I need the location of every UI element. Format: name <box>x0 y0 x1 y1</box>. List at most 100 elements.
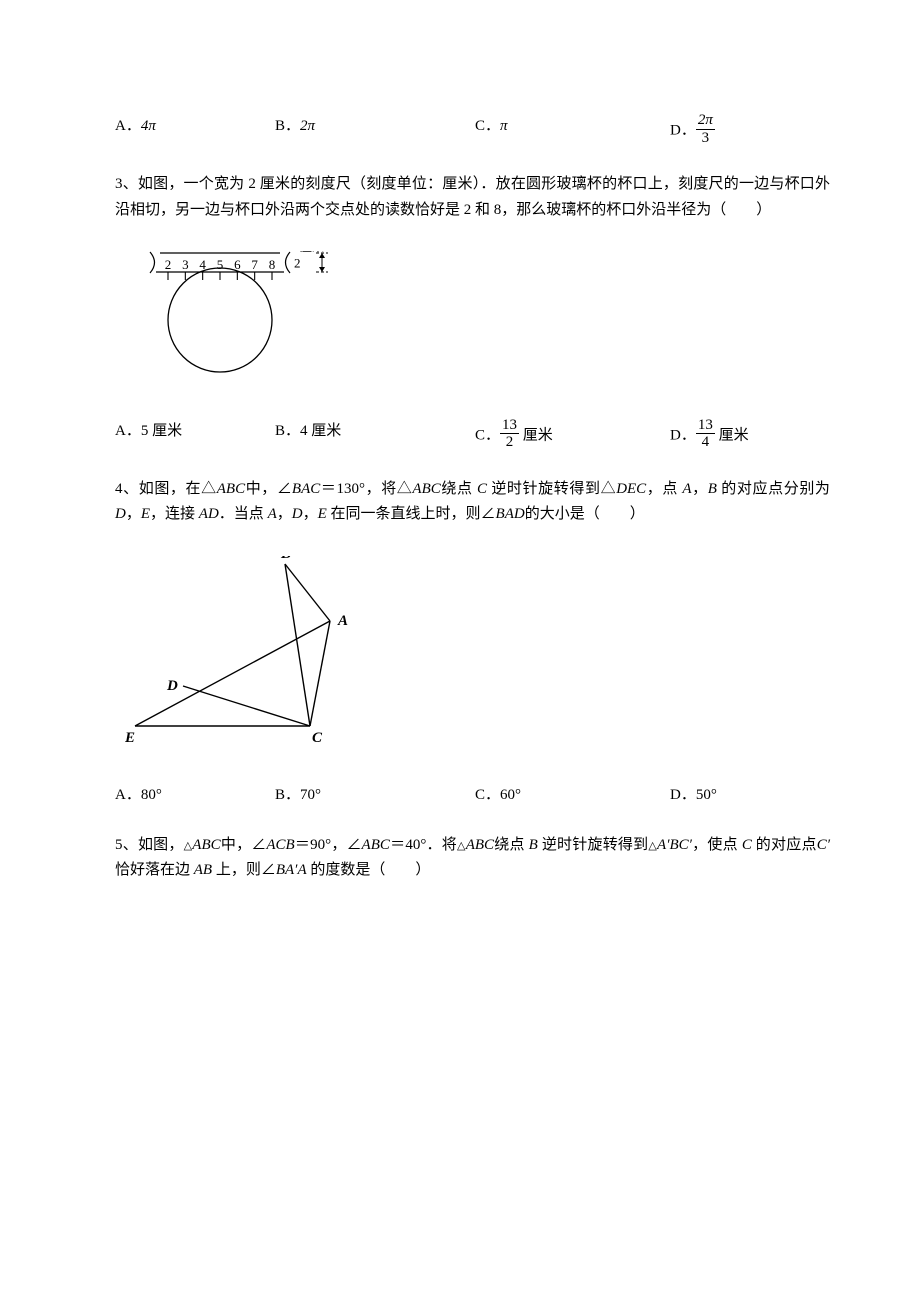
svg-text:5: 5 <box>217 257 224 272</box>
q4-diagram-svg: ECDAB <box>125 556 355 746</box>
label: D． <box>670 427 696 443</box>
q4-options: A．80° B．70° C．60° D．50° <box>115 783 830 809</box>
denominator: 2 <box>500 433 519 451</box>
t: 恰好落在边 <box>115 862 194 878</box>
e: E <box>318 506 327 522</box>
value: π <box>500 118 508 134</box>
svg-text:2: 2 <box>165 257 172 272</box>
tri: △ <box>184 840 193 852</box>
svg-text:7: 7 <box>251 257 258 272</box>
t: 4、如图，在△ <box>115 481 217 497</box>
q3-option-d: D．134 厘米 <box>670 419 749 453</box>
c: C <box>477 481 487 497</box>
q4-text: 4、如图，在△ABC中，∠BAC＝130°，将△ABC绕点 C 逆时针旋转得到△… <box>115 477 830 528</box>
t: ＝130° <box>320 481 365 497</box>
ad: AD <box>199 506 219 522</box>
t: 的对应点分别为 <box>717 481 830 497</box>
q2-option-c: C．π <box>475 114 670 148</box>
abc: ABC <box>362 837 390 853</box>
dec: DEC <box>616 481 646 497</box>
fraction: 134 <box>696 417 715 451</box>
svg-text:4: 4 <box>199 257 206 272</box>
fraction: 2π3 <box>696 112 715 146</box>
t: 逆时针旋转得到 <box>538 837 649 853</box>
abc: ABC <box>412 481 440 497</box>
fraction: 132 <box>500 417 519 451</box>
label: D． <box>670 122 696 138</box>
denominator: 3 <box>696 129 715 147</box>
d: D <box>115 506 126 522</box>
t: 5、如图， <box>115 837 184 853</box>
suffix: 厘米 <box>715 427 749 443</box>
cprime: C′ <box>817 837 830 853</box>
q4-option-c: C．60° <box>475 783 670 809</box>
t: ．当点 <box>219 506 268 522</box>
numerator: 13 <box>500 417 519 434</box>
suffix: 厘米 <box>519 427 553 443</box>
q3-figure: 23456782厘米 <box>125 251 830 391</box>
t: ，将△ <box>365 481 412 497</box>
t: ， <box>126 506 141 522</box>
abc: ABC <box>192 837 220 853</box>
t: 绕点 <box>441 481 477 497</box>
t: 的对应点 <box>752 837 817 853</box>
bad: BAD <box>496 506 525 522</box>
svg-text:8: 8 <box>269 257 276 272</box>
t: ， <box>277 506 292 522</box>
t: ＝40°．将 <box>390 837 457 853</box>
svg-text:E: E <box>125 730 135 746</box>
t: ＝90°，∠ <box>295 837 362 853</box>
q4-option-b: B．70° <box>275 783 475 809</box>
t: 中，∠ <box>245 481 292 497</box>
t: ， <box>692 481 708 497</box>
tri: △ <box>457 840 466 852</box>
label: C． <box>475 118 500 134</box>
value: 2π <box>300 118 315 134</box>
abc: ABC <box>217 481 245 497</box>
t: 在同一条直线上时，则∠ <box>327 506 496 522</box>
b: B <box>708 481 717 497</box>
t: 的度数是（ ） <box>307 862 431 878</box>
bac: BAC <box>292 481 320 497</box>
c: C <box>742 837 752 853</box>
svg-text:C: C <box>312 730 323 746</box>
svg-text:3: 3 <box>182 257 189 272</box>
t: 绕点 <box>494 837 529 853</box>
abc: ABC <box>466 837 494 853</box>
apbc: A′BC′ <box>657 837 692 853</box>
t: ，连接 <box>150 506 199 522</box>
q4-figure: ECDAB <box>125 556 830 756</box>
numerator: 13 <box>696 417 715 434</box>
t: 上，则∠ <box>212 862 276 878</box>
denominator: 4 <box>696 433 715 451</box>
t: 中，∠ <box>221 837 267 853</box>
baa: BA′A <box>276 862 307 878</box>
t: ，点 <box>646 481 682 497</box>
label: B． <box>275 118 300 134</box>
q3-text: 3、如图，一个宽为 2 厘米的刻度尺（刻度单位：厘米）．放在圆形玻璃杯的杯口上，… <box>115 172 830 223</box>
q4-option-d: D．50° <box>670 783 717 809</box>
a: A <box>682 481 691 497</box>
q3-option-c: C．132 厘米 <box>475 419 670 453</box>
svg-text:6: 6 <box>234 257 241 272</box>
ab: AB <box>194 862 212 878</box>
svg-text:厘米: 厘米 <box>300 251 324 254</box>
acb: ACB <box>266 837 294 853</box>
numerator: 2π <box>696 112 715 129</box>
e: E <box>141 506 150 522</box>
t: 逆时针旋转得到△ <box>487 481 616 497</box>
b: B <box>529 837 538 853</box>
q2-option-a: A．4π <box>115 114 275 148</box>
q5-text: 5、如图，△ABC中，∠ACB＝90°，∠ABC＝40°．将△ABC绕点 B 逆… <box>115 833 830 884</box>
q2-options: A．4π B．2π C．π D．2π3 <box>115 114 830 148</box>
d: D <box>292 506 303 522</box>
label: C． <box>475 427 500 443</box>
t: ， <box>303 506 318 522</box>
q3-option-b: B．4 厘米 <box>275 419 475 453</box>
svg-text:B: B <box>280 556 291 562</box>
q3-diagram-svg: 23456782厘米 <box>125 251 345 381</box>
value: 4π <box>141 118 156 134</box>
tri: △ <box>648 840 657 852</box>
q4-option-a: A．80° <box>115 783 275 809</box>
q2-option-d: D．2π3 <box>670 114 715 148</box>
